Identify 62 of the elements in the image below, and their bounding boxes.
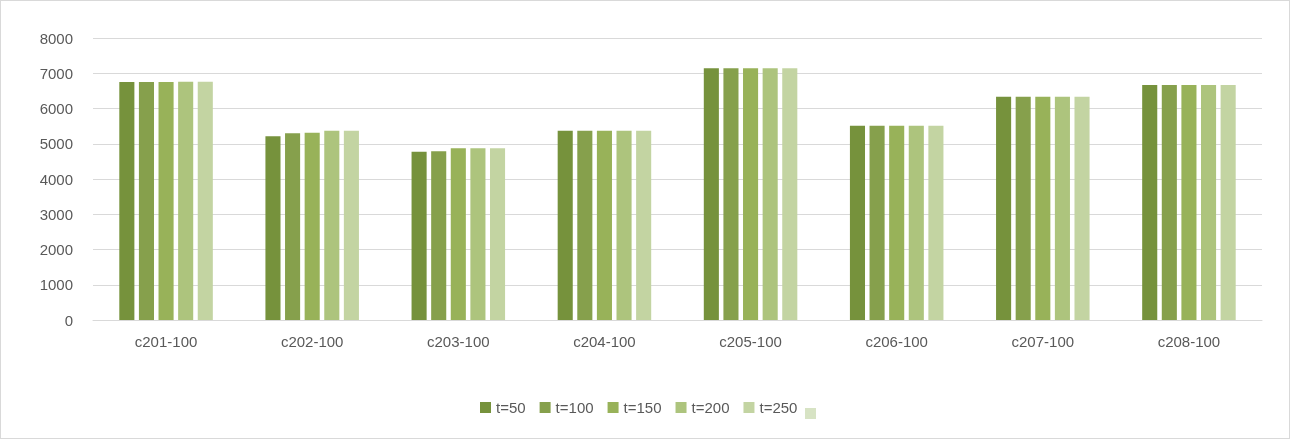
bar <box>869 125 885 320</box>
bar <box>1161 84 1177 320</box>
y-tick-label: 1000 <box>39 276 73 294</box>
legend-label: t=250 <box>759 399 798 416</box>
bar <box>849 125 866 320</box>
y-tick-label: 3000 <box>39 205 73 223</box>
x-tick-label: c205-100 <box>719 333 782 350</box>
bar <box>489 148 506 320</box>
bar <box>1142 84 1158 320</box>
legend-label: t=150 <box>623 399 662 416</box>
bar <box>1074 96 1090 320</box>
y-tick-label: 7000 <box>39 64 73 82</box>
bar <box>703 68 719 320</box>
bar <box>450 148 466 320</box>
bar <box>723 68 739 320</box>
bar <box>138 82 154 320</box>
bar <box>616 130 632 320</box>
x-tick-label: c201-100 <box>134 333 198 350</box>
bar <box>411 151 427 320</box>
x-tick-label: c206-100 <box>865 333 928 350</box>
bar <box>1201 84 1217 320</box>
bar <box>1035 96 1051 320</box>
y-tick-label: 8000 <box>39 29 73 47</box>
legend-label: t=200 <box>691 399 730 416</box>
bar <box>197 81 213 320</box>
bar <box>743 68 759 320</box>
bar <box>889 125 905 320</box>
bar <box>636 130 652 320</box>
legend-label: t=50 <box>496 399 526 416</box>
bar <box>762 68 778 320</box>
bar <box>470 148 486 320</box>
y-tick-label: 5000 <box>39 135 73 153</box>
y-tick-label: 2000 <box>39 241 73 258</box>
y-tick-label: 4000 <box>39 170 73 188</box>
bar <box>577 130 593 320</box>
legend-label: t=100 <box>555 399 594 416</box>
bar <box>596 130 612 320</box>
bar <box>285 133 301 320</box>
x-tick-label: c208-100 <box>1157 333 1221 350</box>
bar <box>178 81 194 320</box>
bar <box>782 68 798 320</box>
bar <box>158 82 174 320</box>
x-tick-label: c204-100 <box>573 333 636 350</box>
bar <box>304 132 320 320</box>
x-tick-label: c203-100 <box>427 333 490 350</box>
bar <box>324 130 340 320</box>
bar <box>265 136 281 320</box>
bar <box>431 151 447 320</box>
bar <box>908 125 924 320</box>
bar <box>1220 84 1236 320</box>
bar <box>557 130 573 320</box>
y-tick-label: 0 <box>64 311 73 329</box>
y-tick-label: 6000 <box>39 100 73 117</box>
bar <box>996 96 1012 320</box>
bar <box>1054 96 1070 320</box>
bar <box>1181 84 1197 320</box>
bar <box>1015 96 1031 320</box>
x-tick-label: c202-100 <box>280 333 344 350</box>
bar <box>119 82 135 320</box>
bar <box>928 125 944 320</box>
x-tick-label: c207-100 <box>1011 333 1075 350</box>
bar <box>343 130 359 320</box>
